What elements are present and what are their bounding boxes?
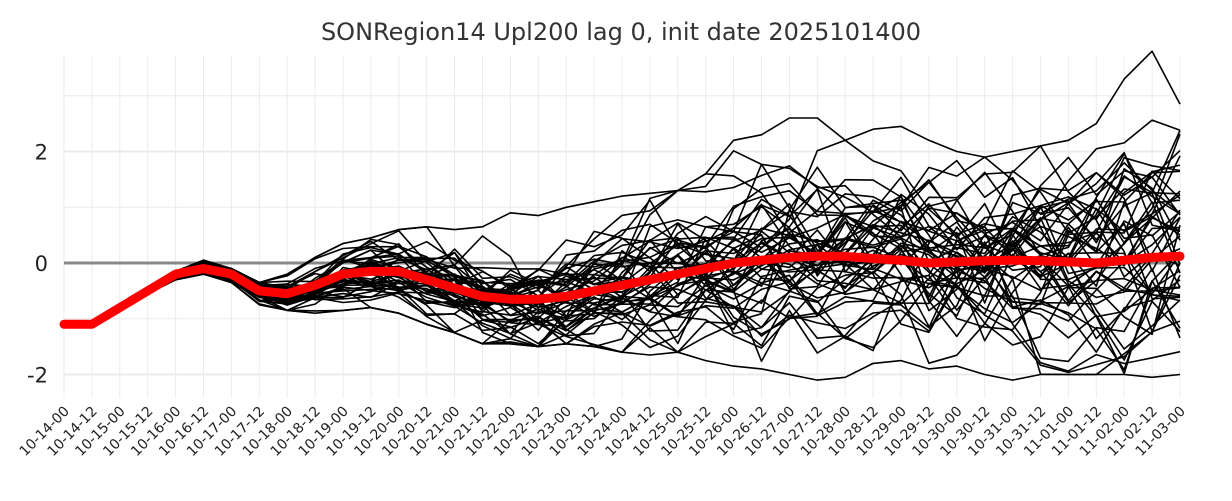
chart-title: SONRegion14 Upl200 lag 0, init date 2025… bbox=[321, 18, 921, 46]
member-line bbox=[64, 273, 1181, 381]
ensemble-mean bbox=[59, 251, 1185, 329]
y-tick-label: -2 bbox=[27, 364, 48, 388]
y-tick-labels: -2 0 2 bbox=[27, 141, 48, 388]
member-line bbox=[64, 199, 1181, 326]
x-gridlines bbox=[63, 55, 1181, 398]
mean-line bbox=[59, 251, 1185, 329]
y-tick-label: 2 bbox=[35, 141, 48, 165]
x-tick-labels: 10-14-0010-14-1210-15-0010-15-1210-16-00… bbox=[17, 404, 1189, 460]
member-line bbox=[64, 50, 1181, 326]
y-tick-label: 0 bbox=[35, 252, 48, 276]
